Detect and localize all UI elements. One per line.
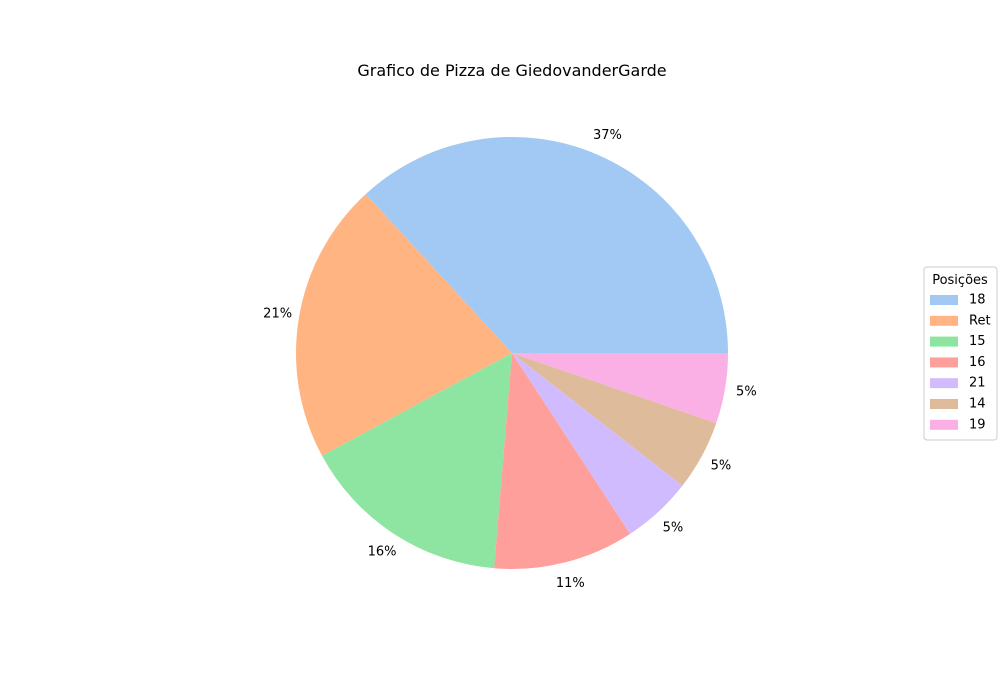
legend-swatch-14 [930,399,958,409]
legend-swatch-19 [930,419,958,430]
legend-label-18: 18 [969,293,986,308]
legend-label-16: 16 [969,355,986,370]
pie-slice-18 [365,136,728,353]
legend-label-ret: Ret [969,313,991,328]
legend-swatch-ret [930,315,958,326]
legend-title: Posições [932,273,988,288]
percent-label-18: 37% [593,128,622,143]
pie-slice-15 [322,353,512,569]
legend-label-14: 14 [969,397,986,412]
percent-label-14: 5% [711,459,732,474]
pie-slice-ret [295,194,512,456]
legend-label-15: 15 [969,334,986,349]
legend-frame [923,266,998,441]
pie-slice-19 [512,353,728,424]
percent-label-15: 16% [368,544,397,559]
legend-swatch-18 [930,295,958,305]
legend-swatch-21 [930,378,958,389]
chart-title: Grafico de Pizza de GiedovanderGarde [357,61,666,80]
pie-slice-21 [512,353,683,534]
legend-label-21: 21 [969,376,986,391]
percent-label-16: 11% [556,576,585,591]
pie-slice-14 [512,353,717,486]
pie-slices [295,136,728,570]
legend: Posições 18 Ret 15 16 21 14 19 [923,266,998,441]
legend-items: 18 Ret 15 16 21 14 19 [930,293,991,432]
percent-labels: 37% 21% 16% 11% 5% 5% 5% [263,128,756,591]
legend-label-19: 19 [969,417,986,432]
percent-label-ret: 21% [263,306,292,321]
percent-label-21: 5% [663,520,684,535]
legend-swatch-16 [930,357,958,368]
percent-label-19: 5% [736,385,757,400]
legend-swatch-15 [930,336,958,347]
pie-slice-16 [494,353,631,570]
